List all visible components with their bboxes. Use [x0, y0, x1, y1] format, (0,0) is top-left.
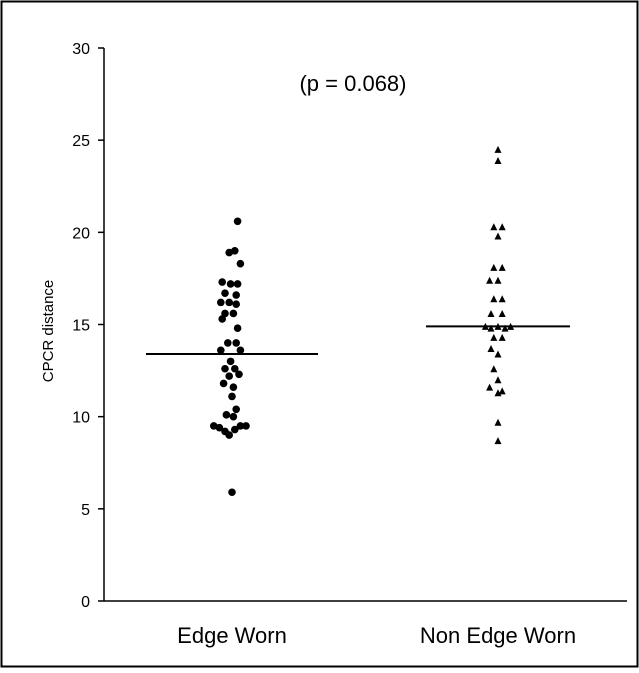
data-point-non-edge-worn: [486, 383, 494, 391]
data-point-edge-worn: [231, 425, 239, 434]
data-point-non-edge-worn: [494, 276, 502, 284]
y-tick-label: 20: [72, 225, 90, 242]
data-point-edge-worn: [217, 298, 225, 307]
y-axis-label: CPCR distance: [40, 280, 57, 383]
data-point-edge-worn: [242, 422, 250, 430]
data-point-edge-worn: [217, 346, 225, 355]
y-ticks: 0 5 10 15 20 25 30: [72, 41, 104, 611]
data-point-edge-worn: [232, 405, 240, 414]
data-point-edge-worn: [229, 383, 238, 391]
data-point-non-edge-worn: [490, 263, 498, 271]
data-point-non-edge-worn: [487, 309, 495, 317]
data-point-non-edge-worn: [490, 365, 498, 373]
y-tick-label: 30: [72, 41, 90, 58]
data-point-non-edge-worn: [494, 145, 502, 153]
data-point-edge-worn: [215, 423, 224, 432]
data-point-edge-worn: [228, 392, 236, 401]
data-point-edge-worn: [226, 357, 235, 366]
data-point-non-edge-worn: [498, 387, 506, 395]
data-point-non-edge-worn: [498, 309, 506, 317]
data-point-edge-worn: [225, 431, 233, 439]
data-point-non-edge-worn: [490, 223, 498, 231]
data-point-edge-worn: [229, 412, 238, 421]
data-point-edge-worn: [231, 246, 239, 255]
x-category-labels: Edge Worn Non Edge Worn: [177, 623, 576, 648]
data-point-edge-worn: [232, 300, 240, 309]
x-category-label: Non Edge Worn: [420, 623, 576, 648]
data-point-edge-worn: [222, 411, 231, 419]
data-point-edge-worn: [225, 372, 233, 380]
data-point-edge-worn: [233, 324, 242, 332]
y-tick-label: 15: [72, 318, 90, 335]
data-point-non-edge-worn: [498, 223, 506, 231]
data-point-non-edge-worn: [494, 156, 502, 164]
data-point-non-edge-worn: [494, 232, 502, 240]
p-value-annotation: (p = 0.068): [299, 71, 406, 96]
mean-lines: [146, 325, 570, 355]
data-point-edge-worn: [231, 364, 239, 373]
data-point-edge-worn: [228, 488, 236, 497]
x-category-label: Edge Worn: [177, 623, 287, 648]
y-tick-label: 5: [81, 502, 90, 519]
data-point-non-edge-worn: [498, 295, 506, 303]
data-point-edge-worn: [232, 339, 240, 347]
data-point-edge-worn: [229, 309, 238, 318]
y-tick-label: 10: [72, 410, 90, 427]
y-tick-label: 25: [72, 133, 90, 150]
data-point-edge-worn: [236, 346, 245, 355]
data-point-non-edge-worn: [490, 333, 498, 341]
data-point-edge-worn: [236, 259, 245, 268]
data-point-edge-worn: [233, 217, 242, 226]
data-point-non-edge-worn: [494, 437, 502, 445]
data-point-non-edge-worn: [498, 333, 506, 341]
data-point-edge-worn: [232, 291, 240, 299]
data-point-edge-worn: [219, 379, 228, 388]
data-point-non-edge-worn: [490, 295, 498, 303]
data-point-non-edge-worn: [494, 350, 502, 358]
data-point-non-edge-worn: [494, 389, 502, 397]
data-point-non-edge-worn: [486, 276, 494, 284]
data-point-non-edge-worn: [501, 324, 509, 332]
data-point-non-edge-worn: [487, 324, 495, 332]
data-point-non-edge-worn: [494, 376, 502, 384]
data-point-edge-worn: [233, 280, 242, 288]
data-point-non-edge-worn: [487, 344, 495, 352]
data-point-edge-worn: [236, 422, 245, 430]
data-point-edge-worn: [221, 364, 229, 373]
data-point-non-edge-worn: [494, 418, 502, 426]
data-point-edge-worn: [226, 280, 235, 288]
data-marks: [210, 145, 515, 497]
y-tick-label: 0: [81, 594, 90, 611]
data-point-edge-worn: [235, 370, 243, 379]
data-point-edge-worn: [218, 278, 226, 286]
data-point-edge-worn: [224, 339, 232, 347]
data-point-edge-worn: [225, 298, 233, 307]
data-point-non-edge-worn: [498, 263, 506, 271]
data-point-edge-worn: [221, 289, 229, 297]
data-point-edge-worn: [218, 315, 226, 323]
